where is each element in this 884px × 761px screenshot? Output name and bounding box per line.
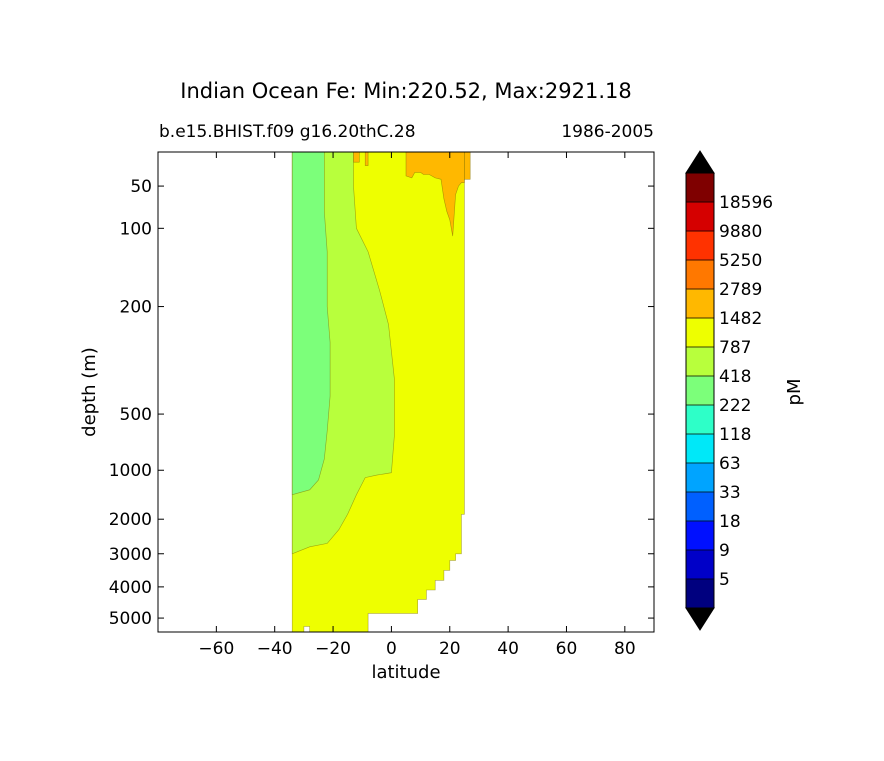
chart-subtitle-left: b.e15.BHIST.f09 g16.20thC.28 [159,122,416,142]
colorbar-segment [686,579,714,609]
colorbar-frame [685,172,715,609]
colorbar-segment [686,347,714,377]
x-tick-label: −60 [198,639,234,659]
x-tick-label: 40 [497,639,519,659]
colorbar-segment [686,434,714,464]
colorbar-extend-bottom [685,607,715,631]
colorbar-tick-label: 5 [719,570,730,590]
contour-region-4 [353,151,360,163]
y-tick-label: 200 [120,298,152,318]
colorbar: 5 9 18 33 63 118 222 418 787 1482 2789 5250 9880 1859… [685,150,773,631]
colorbar-tick-label: 118 [719,425,751,445]
colorbar-tick-label: 18 [719,512,741,532]
colorbar-tick-label: 9880 [719,222,762,242]
x-axis-label: latitude [371,662,440,683]
contour-region-6 [464,151,471,180]
colorbar-tick-label: 418 [719,367,751,387]
colorbar-segment [686,405,714,435]
colorbar-segment [686,463,714,493]
colorbar-segment [686,550,714,580]
x-tick-label: 20 [439,639,461,659]
y-axis: 50 100 200 500 1000 2000 3000 4000 5000 [109,177,654,629]
x-tick-label: 60 [556,639,578,659]
plot-area [291,151,471,633]
contour-region-2 [291,151,331,496]
chart-subtitle-right: 1986-2005 [561,122,654,142]
y-tick-label: 100 [120,219,152,239]
contour-region-5 [364,151,369,166]
colorbar-segment [686,202,714,232]
colorbar-tick-label: 1482 [719,309,762,329]
colorbar-tick-label: 2789 [719,280,762,300]
x-tick-label: 0 [386,639,397,659]
y-tick-label: 2000 [109,510,152,530]
colorbar-segment [686,260,714,290]
y-tick-label: 500 [120,405,152,425]
x-axis: −60 −40 −20 0 20 40 60 80 [198,152,636,659]
colorbar-tick-label: 5250 [719,251,762,271]
colorbar-tick-label: 63 [719,454,741,474]
colorbar-segment [686,231,714,261]
colorbar-segment [686,173,714,203]
colorbar-tick-label: 18596 [719,193,773,213]
colorbar-segment [686,492,714,522]
colorbar-extend-top [685,150,715,174]
colorbar-tick-label: 787 [719,338,751,358]
colorbar-segment [686,318,714,348]
y-axis-label: depth (m) [79,347,100,437]
colorbar-tick-label: 9 [719,541,730,561]
y-tick-label: 3000 [109,545,152,565]
y-tick-label: 1000 [109,461,152,481]
x-tick-label: 80 [614,639,636,659]
colorbar-segment [686,289,714,319]
y-tick-label: 4000 [109,578,152,598]
colorbar-tick-label: 222 [719,396,751,416]
colorbar-segment [686,521,714,551]
colorbar-tick-label: 33 [719,483,741,503]
x-tick-label: −40 [257,639,293,659]
contour-region-3 [405,151,465,237]
plot-frame [157,151,655,633]
x-tick-label: −20 [315,639,351,659]
y-tick-label: 50 [130,177,152,197]
colorbar-segment [686,376,714,406]
chart-title: Indian Ocean Fe: Min:220.52, Max:2921.18 [180,79,631,103]
y-tick-label: 5000 [109,609,152,629]
colorbar-label: pM [784,379,805,406]
